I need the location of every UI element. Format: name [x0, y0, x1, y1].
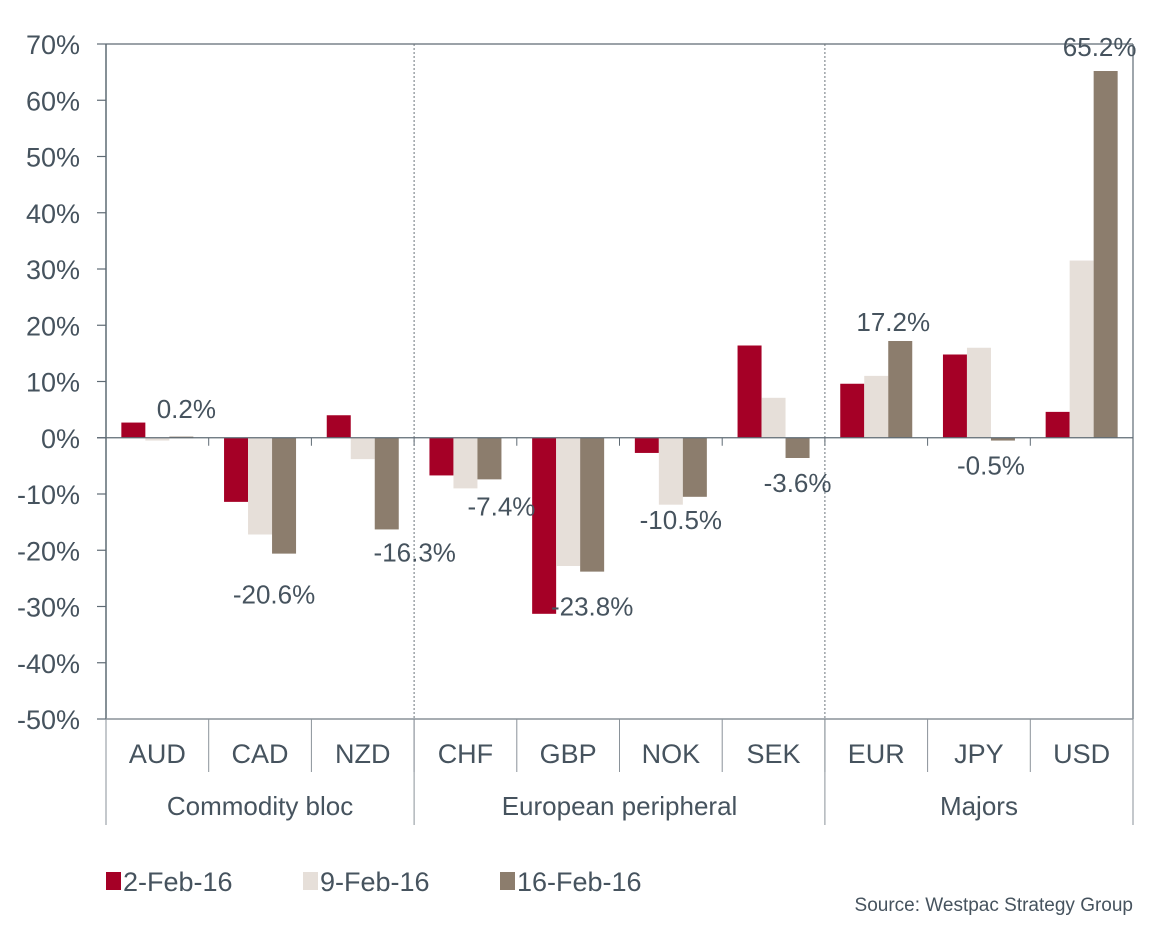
category-label-gbp: GBP	[540, 739, 597, 769]
bars	[121, 71, 1118, 614]
data-label-eur: 17.2%	[856, 307, 930, 337]
x-axis: AUD CAD NZD CHF GBP NOK SEK EUR JPY USD Commodity …	[105, 718, 1134, 825]
bar-sek-16-feb-16	[785, 437, 810, 458]
bar-jpy-9-feb-16	[966, 347, 991, 438]
bar-eur-16-feb-16	[888, 341, 913, 438]
category-label-nok: NOK	[642, 739, 701, 769]
y-tick-label: -10%	[17, 480, 80, 510]
y-tick-label: -50%	[17, 705, 80, 735]
bar-aud-9-feb-16	[145, 437, 170, 441]
legend: 2-Feb-16 9-Feb-16 16-Feb-16	[106, 867, 642, 897]
bar-nzd-16-feb-16	[374, 437, 399, 530]
bar-jpy-2-feb-16	[942, 354, 967, 438]
bar-jpy-16-feb-16	[990, 437, 1015, 441]
bar-nok-2-feb-16	[634, 437, 659, 453]
data-label-usd: 65.2%	[1063, 32, 1137, 62]
bar-chf-9-feb-16	[453, 437, 478, 489]
bar-gbp-16-feb-16	[580, 437, 605, 572]
y-tick-label: 40%	[26, 199, 80, 229]
bar-eur-9-feb-16	[864, 375, 889, 438]
category-label-cad: CAD	[232, 739, 289, 769]
bar-cad-16-feb-16	[272, 437, 297, 554]
data-labels: 0.2% -20.6% -16.3% -7.4% -23.8% -10.5% -3.6% 17…	[157, 32, 1137, 622]
group-label-european-peripheral: European peripheral	[502, 791, 738, 821]
legend-swatch-9-feb-16	[303, 872, 318, 890]
category-label-eur: EUR	[848, 739, 905, 769]
y-tick-label: -20%	[17, 536, 80, 566]
category-label-jpy: JPY	[954, 739, 1004, 769]
data-label-nzd: -16.3%	[374, 537, 456, 567]
bar-gbp-2-feb-16	[532, 437, 557, 614]
legend-label-9-feb-16: 9-Feb-16	[320, 867, 430, 897]
y-axis: 70% 60% 50% 40% 30% 20% 10% 0% -10% -20% -30% -40% -…	[17, 30, 106, 735]
legend-label-2-feb-16: 2-Feb-16	[123, 867, 233, 897]
bar-sek-9-feb-16	[761, 397, 786, 438]
bar-gbp-9-feb-16	[556, 437, 581, 566]
category-label-chf: CHF	[438, 739, 494, 769]
bar-cad-9-feb-16	[248, 437, 273, 535]
y-tick-label: 0%	[41, 424, 80, 454]
bar-usd-9-feb-16	[1069, 260, 1094, 438]
data-label-aud: 0.2%	[157, 394, 216, 424]
bar-aud-2-feb-16	[121, 422, 146, 438]
legend-swatch-2-feb-16	[106, 872, 121, 890]
bar-usd-2-feb-16	[1045, 411, 1070, 438]
data-label-gbp: -23.8%	[551, 592, 633, 622]
data-label-chf: -7.4%	[467, 491, 535, 521]
bar-sek-2-feb-16	[737, 345, 762, 438]
bar-usd-16-feb-16	[1093, 71, 1118, 438]
category-label-nzd: NZD	[335, 739, 391, 769]
y-tick-label: 50%	[26, 143, 80, 173]
data-label-nok: -10.5%	[640, 505, 722, 535]
source-note: Source: Westpac Strategy Group	[855, 895, 1133, 916]
y-tick-label: 20%	[26, 311, 80, 341]
bar-nok-16-feb-16	[682, 437, 707, 497]
y-tick-label: -30%	[17, 593, 80, 623]
bar-cad-2-feb-16	[224, 437, 249, 502]
bar-chf-2-feb-16	[429, 437, 454, 476]
y-tick-label: 70%	[26, 30, 80, 60]
zero-line	[97, 437, 1133, 446]
category-label-aud: AUD	[129, 739, 186, 769]
bar-nzd-2-feb-16	[326, 415, 351, 438]
data-label-cad: -20.6%	[233, 580, 315, 610]
legend-swatch-16-feb-16	[500, 872, 515, 890]
y-tick-label: -40%	[17, 649, 80, 679]
data-label-jpy: -0.5%	[957, 451, 1025, 481]
legend-label-16-feb-16: 16-Feb-16	[517, 867, 642, 897]
group-label-majors: Majors	[940, 791, 1018, 821]
group-label-commodity-bloc: Commodity bloc	[167, 791, 353, 821]
y-tick-label: 60%	[26, 86, 80, 116]
bar-nok-9-feb-16	[658, 437, 683, 505]
category-label-usd: USD	[1053, 739, 1110, 769]
bar-chf-16-feb-16	[477, 437, 502, 480]
data-label-sek: -3.6%	[764, 468, 832, 498]
y-tick-label: 10%	[26, 368, 80, 398]
category-label-sek: SEK	[747, 739, 801, 769]
bar-eur-2-feb-16	[840, 383, 865, 438]
y-tick-label: 30%	[26, 255, 80, 285]
bar-nzd-9-feb-16	[350, 437, 375, 460]
